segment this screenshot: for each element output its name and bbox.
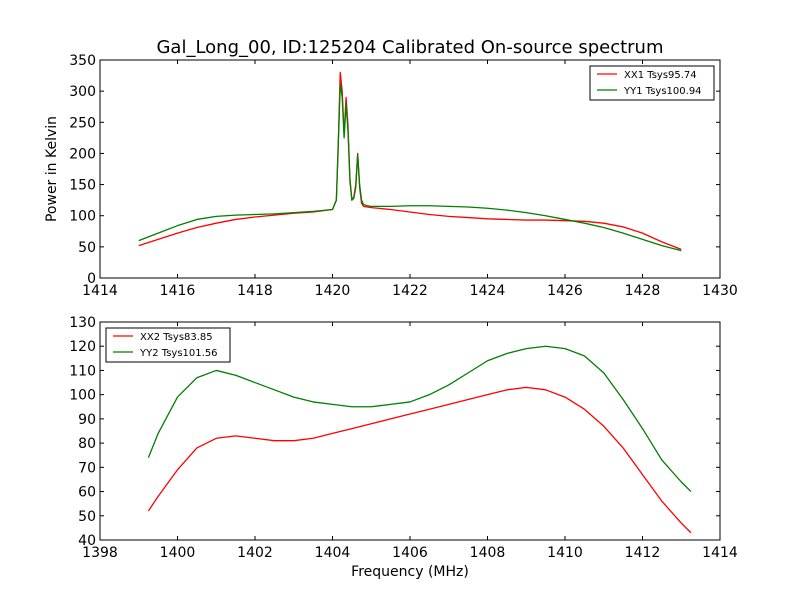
- bottom-y-tick-label: 130: [69, 315, 96, 331]
- bottom-y-tick-label: 50: [78, 509, 96, 525]
- bottom-legend-label-xx2: XX2 Tsys83.85: [140, 332, 213, 343]
- top-y-axis-label: Power in Kelvin: [44, 116, 60, 222]
- top-series-lines: [138, 71, 682, 252]
- bottom-y-tick-label: 110: [69, 363, 96, 379]
- top-x-tick-label: 1424: [470, 283, 506, 299]
- bottom-y-tick-label: 120: [69, 339, 96, 355]
- bottom-y-tick-label: 60: [78, 485, 96, 501]
- top-x-tick-label: 1430: [702, 283, 738, 299]
- top-x-tick-label: 1414: [82, 283, 118, 299]
- top-y-tick-label: 350: [69, 53, 96, 69]
- bottom-x-axis-label: Frequency (MHz): [351, 564, 469, 580]
- bottom-x-tick-label: 1410: [547, 545, 583, 561]
- top-x-tick-label: 1416: [160, 283, 196, 299]
- bottom-x-tick-label: 1414: [702, 545, 738, 561]
- bottom-x-tick-label: 1400: [160, 545, 196, 561]
- top-legend: XX1 Tsys95.74 YY1 Tsys100.94: [589, 65, 715, 101]
- bottom-x-tick-label: 1402: [237, 545, 273, 561]
- bottom-y-tick-label: 80: [78, 436, 96, 452]
- bottom-x-tick-label: 1412: [625, 545, 661, 561]
- bottom-y-tick-label: 40: [78, 533, 96, 549]
- top-x-tick-label: 1422: [392, 283, 428, 299]
- bottom-legend-label-yy2: YY2 Tsys101.56: [139, 348, 218, 359]
- top-legend-label-xx1: XX1 Tsys95.74: [624, 70, 697, 81]
- bottom-series-line-xx: [147, 386, 692, 534]
- bottom-subplot: 1398 1400 1402 1404 1406 1408 1410 1412 1414 40 50…: [69, 315, 738, 580]
- top-x-tick-label: 1428: [625, 283, 661, 299]
- top-y-tick-label: 0: [87, 271, 96, 287]
- chart-title: Gal_Long_00, ID:125204 Calibrated On-sou…: [156, 37, 663, 58]
- bottom-series-line-yy: [147, 345, 692, 493]
- bottom-y-tick-label: 70: [78, 460, 96, 476]
- bottom-x-tick-label: 1404: [315, 545, 351, 561]
- bottom-ticks: 1398 1400 1402 1404 1406 1408 1410 1412 1414 40 50…: [69, 315, 738, 561]
- bottom-legend: XX2 Tsys83.85 YY2 Tsys101.56: [105, 327, 231, 363]
- top-subplot: 1414 1416 1418 1420 1422 1424 1426 1428 1430 0 50 1…: [44, 53, 738, 299]
- top-x-tick-label: 1420: [315, 283, 351, 299]
- top-legend-box: [589, 65, 715, 101]
- bottom-x-tick-label: 1408: [470, 545, 506, 561]
- bottom-series-lines: [147, 345, 692, 534]
- top-y-tick-label: 50: [78, 240, 96, 256]
- top-y-tick-label: 300: [69, 84, 96, 100]
- top-y-tick-label: 150: [69, 178, 96, 194]
- top-legend-label-yy1: YY1 Tsys100.94: [623, 86, 702, 97]
- bottom-x-tick-label: 1406: [392, 545, 428, 561]
- top-series-line-yy: [138, 83, 682, 252]
- bottom-y-tick-label: 100: [69, 388, 96, 404]
- bottom-x-tick-label: 1398: [82, 545, 118, 561]
- top-ticks: 1414 1416 1418 1420 1422 1424 1426 1428 1430 0 50 1…: [69, 53, 738, 299]
- top-y-tick-label: 100: [69, 209, 96, 225]
- bottom-y-tick-label: 90: [78, 412, 96, 428]
- top-x-tick-label: 1418: [237, 283, 273, 299]
- top-y-tick-label: 250: [69, 115, 96, 131]
- bottom-legend-box: [105, 327, 231, 363]
- top-y-tick-label: 200: [69, 146, 96, 162]
- top-x-tick-label: 1426: [547, 283, 583, 299]
